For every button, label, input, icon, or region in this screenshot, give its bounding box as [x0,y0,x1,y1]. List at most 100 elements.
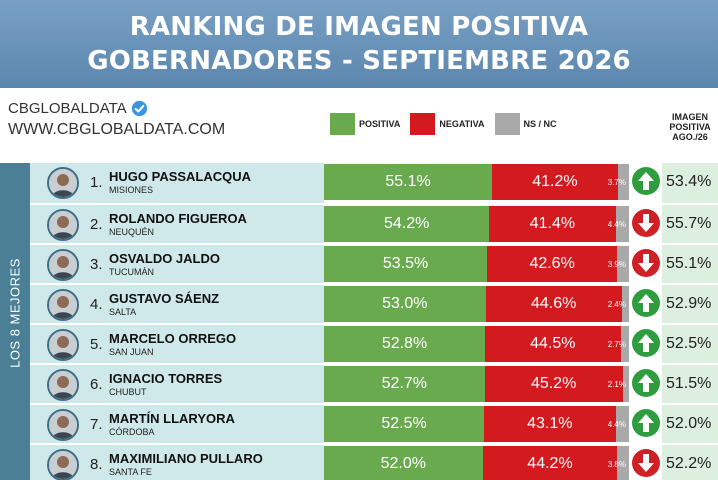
bar-nsnc-label: 4.4% [607,219,626,229]
side-tab [0,163,30,480]
bar-negative: 41.2% [492,164,618,200]
bar-nsnc-label: 2.4% [607,299,626,309]
previous-positive-value: 52.5% [666,335,712,352]
bar-nsnc: 3.7% [608,164,629,200]
bar-positive-label: 55.1% [385,173,431,190]
title-line-1: RANKING DE IMAGEN POSITIVA [129,12,589,42]
legend-swatch-nsnc [494,113,520,135]
bar-positive-label: 53.0% [382,295,428,312]
legend-item-negative: NEGATIVA [410,113,485,135]
bar-positive-label: 52.5% [381,415,427,432]
previous-positive-value: 53.4% [666,173,712,190]
bar-negative: 42.6% [487,246,618,282]
bar-negative-label: 44.6% [531,295,577,312]
arrow-up-icon [632,409,660,437]
governor-name: ROLANDO FIGUEROA [109,211,247,226]
rank-number: 3. [90,256,103,273]
prev-header-line-2: POSITIVA [669,122,711,132]
prev-header-line-3: AGO./26 [672,132,708,142]
table-row: 4. GUSTAVO SÁENZ SALTA 53.0% 44.6% 2.4% 52.9% [30,283,718,323]
previous-positive-value: 52.0% [666,415,712,432]
bar-negative: 45.2% [484,366,623,402]
verified-badge-icon [131,100,148,117]
ranking-table: 1. HUGO PASSALACQUA MISIONES 55.1% 41.2% 3.7%… [30,163,718,480]
governor-province: MISIONES [109,185,154,195]
previous-column-background [662,163,718,480]
bar-negative-label: 43.1% [527,415,573,432]
governor-avatar [47,209,79,241]
brand-block: CBGLOBALDATA WWW.CBGLOBALDATA.COM [8,100,225,139]
arrow-down-icon [632,449,660,477]
legend-label-negative: NEGATIVA [439,119,485,129]
side-label: LOS 8 MEJORES [7,258,23,368]
chart-legend: POSITIVA NEGATIVA NS / NC [330,113,567,135]
governor-province: SAN JUAN [109,347,154,357]
bar-nsnc-label: 3.8% [607,459,626,469]
legend-swatch-negative [410,113,436,135]
bar-nsnc: 3.9% [608,246,629,282]
governor-name: HUGO PASSALACQUA [109,169,252,184]
governor-name: IGNACIO TORRES [109,371,223,386]
bar-positive-label: 53.5% [382,255,429,272]
prev-header-line-1: IMAGEN [672,112,708,122]
governor-avatar [47,289,79,321]
bar-nsnc-label: 2.7% [607,339,626,349]
governor-name: MAXIMILIANO PULLARO [109,451,263,466]
governor-province: SANTA FE [109,467,152,477]
bar-negative: 44.2% [482,446,618,480]
governor-province: NEUQUÉN [109,227,155,237]
stacked-bar: 52.7% 45.2% 2.1% [324,366,629,402]
bar-positive-label: 52.7% [381,375,428,392]
bar-nsnc: 4.4% [608,206,629,242]
stacked-bar: 52.8% 44.5% 2.7% [324,326,629,362]
governor-name: OSVALDO JALDO [109,251,220,266]
governor-province: CHUBUT [109,387,147,397]
previous-positive-value: 52.9% [666,295,712,312]
bar-positive-label: 54.2% [383,215,430,232]
governor-name: MARCELO ORREGO [109,331,237,346]
arrow-up-icon [632,329,660,357]
bar-nsnc: 2.7% [608,326,629,362]
bar-positive: 52.0% [324,446,483,480]
governor-province: TUCUMÁN [109,267,154,277]
bar-nsnc-label: 2.1% [607,379,626,389]
brand-name-row: CBGLOBALDATA [8,100,225,117]
bar-negative-label: 42.6% [529,255,575,272]
governor-name: GUSTAVO SÁENZ [109,291,220,306]
bar-nsnc-label: 4.4% [607,419,626,429]
bar-positive: 53.5% [324,246,488,282]
governor-name: MARTÍN LLARYORA [109,411,235,426]
table-row: 3. OSVALDO JALDO TUCUMÁN 53.5% 42.6% 3.9% 55.1… [30,243,718,283]
governor-province: CÓRDOBA [109,427,155,437]
bar-positive: 52.7% [324,366,485,402]
bar-positive: 55.1% [324,164,493,200]
bar-nsnc-label: 3.9% [607,259,626,269]
bar-positive: 52.5% [324,406,485,442]
table-row: 1. HUGO PASSALACQUA MISIONES 55.1% 41.2% 3.7%… [30,163,718,203]
table-row: 2. ROLANDO FIGUEROA NEUQUÉN 54.2% 41.4% 4.4% 5… [30,203,718,243]
arrow-down-icon [632,249,660,277]
rank-number: 7. [90,416,103,433]
bar-nsnc: 2.1% [608,366,629,402]
governor-avatar [47,249,79,281]
rank-number: 4. [90,296,103,313]
previous-positive-value: 55.1% [666,255,712,272]
bar-positive: 52.8% [324,326,485,362]
brand-name: CBGLOBALDATA [8,100,127,117]
bar-nsnc: 2.4% [608,286,629,322]
bar-negative: 41.4% [489,206,616,242]
bar-positive-label: 52.8% [381,335,428,352]
table-row: 8. MAXIMILIANO PULLARO SANTA FE 52.0% 44.2% 3… [30,443,718,480]
bar-negative-label: 41.4% [529,215,576,232]
header-banner: RANKING DE IMAGEN POSITIVA GOBERNADORES … [0,0,718,88]
bar-negative: 44.6% [485,286,622,322]
bar-negative-label: 41.2% [532,173,578,190]
previous-month-header: IMAGEN POSITIVA AGO./26 [662,112,718,142]
governor-avatar [47,329,79,361]
governor-avatar [47,409,79,441]
rank-number: 2. [90,216,103,233]
table-row: 6. IGNACIO TORRES CHUBUT 52.7% 45.2% 2.1% 51.5… [30,363,718,403]
stacked-bar: 54.2% 41.4% 4.4% [324,206,629,242]
previous-positive-value: 51.5% [666,375,712,392]
bar-negative: 43.1% [484,406,616,442]
